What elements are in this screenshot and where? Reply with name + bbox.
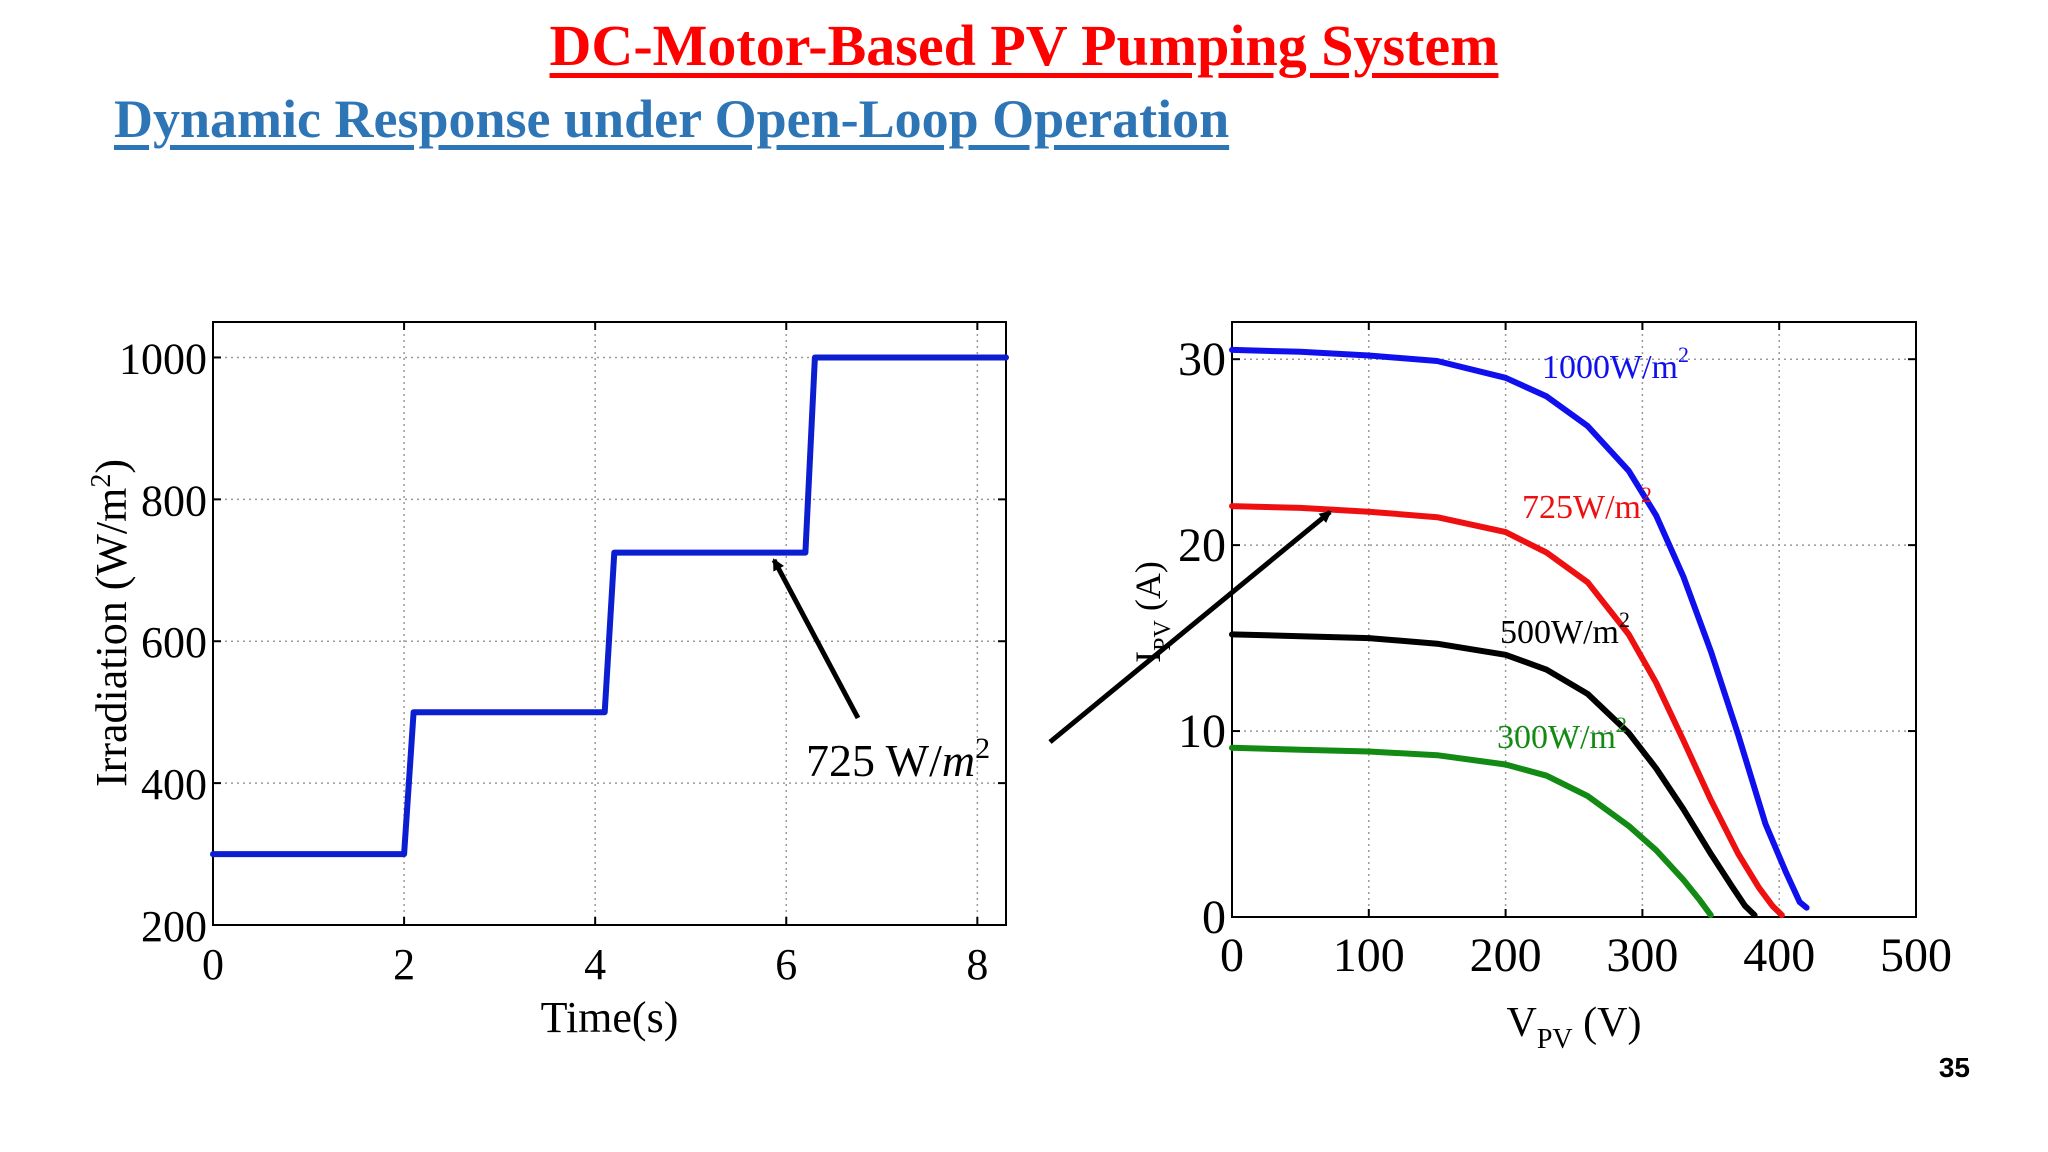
annotation-725: 725 W/m2 [771, 510, 1332, 786]
x-tick-label: 4 [584, 940, 606, 989]
y-tick-label: 0 [1202, 891, 1226, 944]
y-tick-label: 30 [1178, 333, 1226, 386]
annotation-arrow-right [1048, 510, 1332, 744]
y-tick-label: 10 [1178, 705, 1226, 758]
series-line [1229, 744, 1714, 919]
annotation-arrow-left [771, 558, 861, 720]
iv-curve-chart: 0 100 200 300 400 500 0 10 20 30 VPV (V) IPV (A) 100… [1128, 321, 1952, 1055]
x-tick-label: 6 [775, 940, 797, 989]
series-label: 1000W/m2 [1542, 342, 1689, 386]
x-tick-label: 8 [966, 940, 988, 989]
x-tick-label: 300 [1606, 929, 1678, 982]
y-axis-label: IPV (A) [1128, 561, 1176, 663]
x-axis-label: Time(s) [541, 993, 679, 1042]
x-tick-label: 0 [202, 940, 224, 989]
plot-frame [212, 321, 1007, 926]
y-tick-label: 800 [141, 476, 207, 525]
y-tick-label: 400 [141, 760, 207, 809]
irradiation-chart: 0 2 4 6 8 200 400 600 800 1000 Time(s) Irradiation … [86, 321, 1009, 1042]
series-line [1229, 631, 1758, 919]
y-tick-label: 1000 [119, 334, 207, 383]
x-tick-label: 500 [1880, 929, 1952, 982]
series-line [210, 354, 1009, 858]
plot-frame [1231, 321, 1917, 918]
annotation-label: 725 W/m2 [806, 732, 990, 786]
page-number: 35 [1938, 1052, 1970, 1083]
slide-title: DC-Motor-Based PV Pumping System [549, 13, 1499, 78]
x-tick-label: 400 [1743, 929, 1815, 982]
x-tick-label: 200 [1470, 929, 1542, 982]
series-label: 300W/m2 [1497, 712, 1627, 756]
slide-subtitle: Dynamic Response under Open-Loop Operati… [114, 89, 1230, 149]
y-tick-label: 20 [1178, 519, 1226, 572]
series-line [1229, 503, 1785, 919]
x-axis-label: VPV (V) [1507, 1000, 1642, 1055]
series-line [1229, 346, 1810, 911]
y-axis-label: Irradiation (W/m2) [86, 459, 136, 787]
x-tick-label: 0 [1220, 929, 1244, 982]
x-tick-label: 2 [393, 940, 415, 989]
x-tick-label: 100 [1333, 929, 1405, 982]
series-label: 500W/m2 [1500, 607, 1630, 651]
y-tick-label: 600 [141, 618, 207, 667]
y-tick-label: 200 [141, 902, 207, 951]
series-label: 725W/m2 [1522, 482, 1652, 526]
